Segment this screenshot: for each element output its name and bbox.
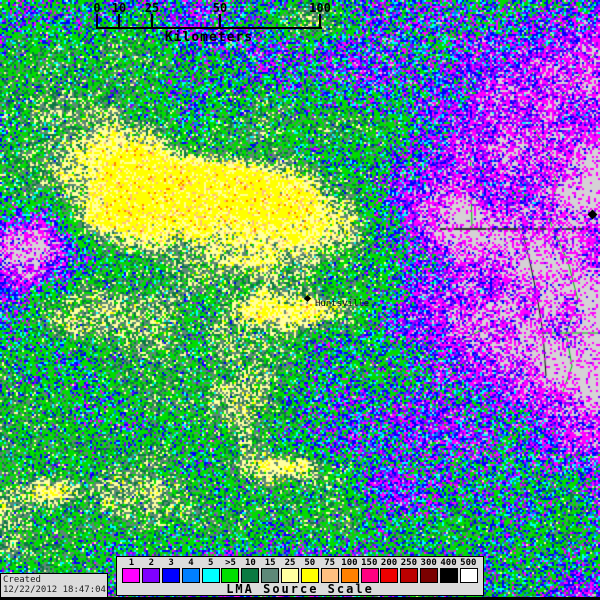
legend-entry-label: 75 [324,558,336,568]
legend-entry-label: 200 [380,558,398,568]
legend-swatch [340,568,359,583]
legend-swatch [320,568,339,583]
legend-entry-label: 250 [400,558,417,568]
legend-entry-label: >5 [225,558,236,568]
legend-swatch [141,568,160,583]
legend-entry-label: 50 [304,558,316,568]
scale-tick-mark [96,14,98,29]
legend-swatch [161,568,180,583]
lma-source-scale-legend: 1 2 3 4 5 >5 10 15 25 50 75 100 150 200 250 300 400 500 L… [116,556,484,596]
scale-tick-label: 100 [309,1,331,15]
legend-swatches-row [117,568,483,583]
scale-bar-line [96,27,322,29]
scale-tick-mark [118,14,120,29]
scale-tick-mark [319,14,321,29]
created-timestamp-box: Created 12/22/2012 18:47:04 [0,573,108,598]
legend-title: LMA Source Scale [226,582,374,596]
legend-entry-label: 400 [440,558,457,568]
legend-entry-label: 15 [264,558,276,568]
legend-entry-label: 4 [188,558,194,568]
legend-swatch [241,568,260,583]
legend-swatch [459,568,478,583]
legend-entry-label: 2 [148,558,155,568]
huntsville-label: Huntsville [315,299,370,309]
legend-swatch [420,568,439,583]
map-bottom-border [0,597,600,600]
legend-entry-label: 300 [420,558,437,568]
legend-entry-label: 25 [284,558,296,568]
legend-entry-label: 3 [168,558,174,568]
scale-tick-label: 50 [212,1,228,15]
legend-entry-label: 5 [208,558,214,568]
legend-entry-label: 100 [341,558,358,568]
legend-swatch [201,568,220,583]
legend-labels-row: 1 2 3 4 5 >5 10 15 25 50 75 100 150 200 250 300 400 500 [117,557,483,568]
legend-swatch [360,568,379,583]
legend-entry-label: 1 [128,558,135,568]
legend-swatch [261,568,280,583]
scale-tick-label: 0 [93,1,101,15]
scale-tick-mark [151,14,153,29]
legend-entry-label: 500 [460,558,477,568]
legend-swatch [221,568,240,583]
created-label: Created [3,575,41,585]
scale-bar-unit-label: Kilometers [164,30,254,45]
scale-tick-label: 10 [111,1,127,15]
legend-swatch [181,568,200,583]
legend-swatch [300,568,319,583]
legend-entry-label: 10 [244,558,256,568]
legend-entry-label: 150 [361,558,378,568]
created-datetime: 12/22/2012 18:47:04 [3,585,106,595]
scale-tick-label: 25 [144,1,160,15]
legend-swatch [440,568,458,583]
scale-tick-mark [219,14,221,29]
legend-swatch [122,568,140,583]
legend-swatch [380,568,399,583]
legend-swatch [281,568,299,583]
legend-swatch [400,568,419,583]
